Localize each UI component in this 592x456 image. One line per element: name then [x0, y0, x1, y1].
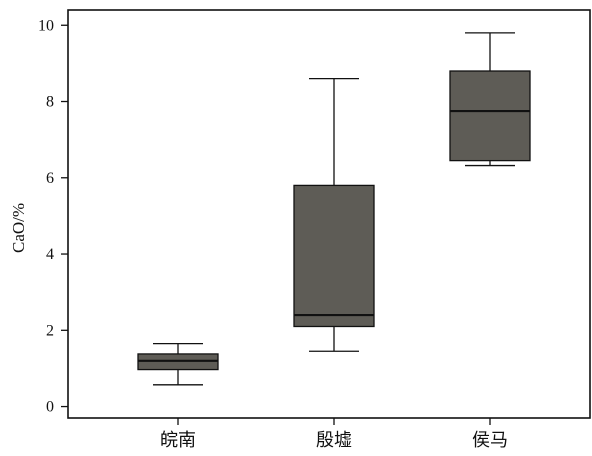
x-tick-label: 皖南 — [160, 430, 196, 450]
boxes-layer — [137, 32, 531, 386]
y-tick-label: 8 — [46, 94, 54, 111]
box-2 — [293, 77, 375, 352]
y-tick-label: 4 — [46, 246, 54, 263]
box-iqr — [293, 184, 375, 328]
x-axis: 皖南 殷墟 侯马 — [160, 418, 508, 450]
box-1 — [137, 342, 219, 386]
box-iqr — [449, 70, 531, 162]
y-tick-label: 0 — [46, 399, 54, 416]
y-tick-label: 6 — [46, 170, 54, 187]
x-tick-label: 侯马 — [472, 430, 508, 450]
y-axis: 0 2 4 6 8 10 — [38, 17, 68, 416]
y-tick-label: 10 — [38, 17, 54, 34]
x-tick-label: 殷墟 — [316, 430, 352, 450]
y-axis-title: CaO/% — [9, 203, 28, 253]
box-3 — [449, 32, 531, 167]
y-tick-label: 2 — [46, 322, 54, 339]
plot-frame — [67, 9, 591, 419]
